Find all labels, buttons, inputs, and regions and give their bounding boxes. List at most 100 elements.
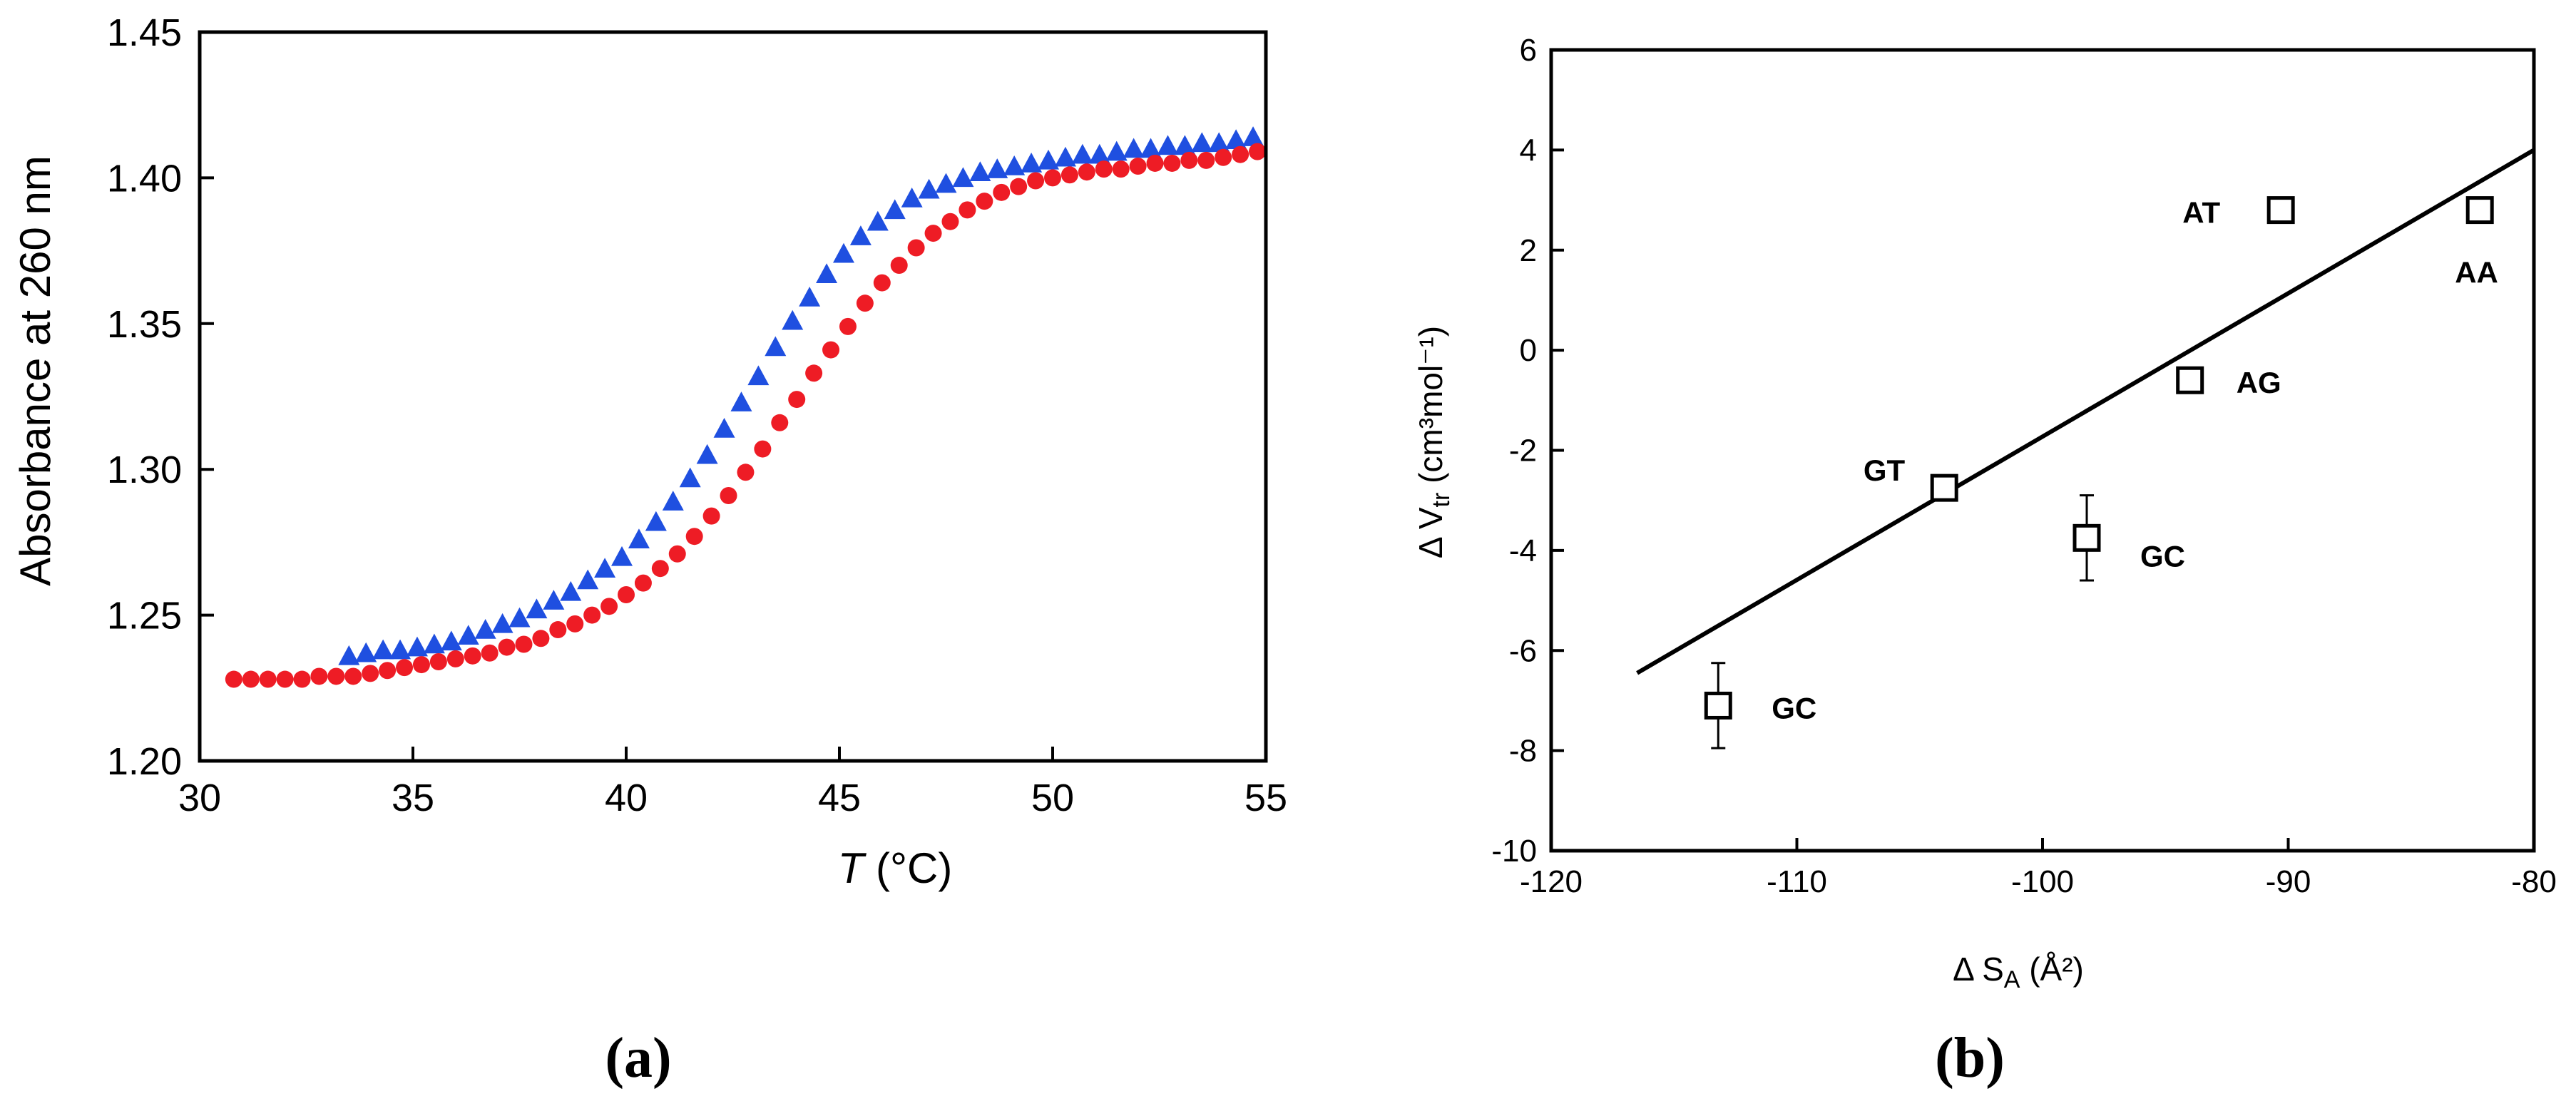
- square-point: [2266, 196, 2295, 225]
- triangle-point: [543, 590, 565, 610]
- point-label: AT: [2182, 196, 2220, 230]
- circle-point: [242, 670, 260, 688]
- circle-point: [600, 598, 618, 615]
- triangle-point: [1140, 138, 1162, 158]
- circle-point: [924, 225, 942, 242]
- y-tick-label-b: -8: [1509, 734, 1537, 769]
- y-axis-title-a: Absorbance at 260 nm: [11, 155, 59, 586]
- triangle-point: [1225, 129, 1247, 150]
- triangle-point: [577, 569, 599, 590]
- x-tick-label-a: 40: [605, 777, 648, 819]
- triangle-point: [765, 336, 787, 357]
- circle-point: [1197, 151, 1215, 169]
- y-tick-label-a: 1.40: [107, 157, 182, 200]
- triangle-point: [1003, 155, 1026, 175]
- triangle-point: [816, 263, 838, 284]
- triangle-point: [696, 444, 718, 464]
- triangle-point: [747, 365, 770, 386]
- triangle-point: [782, 309, 804, 330]
- circle-point: [839, 317, 857, 335]
- circle-point: [481, 644, 499, 662]
- triangle-point: [952, 167, 974, 188]
- circle-point: [293, 670, 311, 688]
- triangle-point: [1088, 143, 1110, 164]
- panel-label-a: (a): [605, 1027, 671, 1090]
- circle-point: [720, 486, 737, 504]
- square-point: [2072, 523, 2101, 552]
- circle-point: [1112, 160, 1130, 178]
- x-tick-label-b: -80: [2511, 864, 2557, 899]
- circle-point: [856, 295, 874, 312]
- circle-point: [429, 653, 447, 671]
- x-tick-label-b: -90: [2266, 864, 2311, 899]
- circle-point: [259, 670, 277, 688]
- triangle-point: [1157, 135, 1179, 155]
- triangle-point: [1174, 135, 1196, 155]
- triangle-point: [679, 467, 701, 488]
- y-tick-label-b: 4: [1520, 133, 1537, 168]
- triangle-point: [474, 619, 496, 639]
- triangle-point: [935, 173, 957, 193]
- x-tick-label-a: 55: [1244, 777, 1287, 819]
- circle-point: [276, 670, 294, 688]
- triangle-point: [849, 225, 872, 245]
- y-tick-label-b: -6: [1509, 633, 1537, 668]
- x-tick-label-a: 30: [178, 777, 221, 819]
- x-tick-label-b: -120: [1520, 864, 1583, 899]
- circle-point: [344, 667, 362, 685]
- triangle-point: [713, 417, 735, 438]
- circle-point: [805, 364, 823, 382]
- circle-point: [618, 585, 635, 603]
- square-point: [2176, 366, 2204, 394]
- circle-point: [1180, 151, 1198, 169]
- circle-point: [566, 615, 584, 633]
- circle-point: [362, 665, 379, 682]
- plot-frame-a: [198, 30, 1268, 763]
- circle-point: [890, 257, 908, 275]
- square-point: [1930, 473, 1958, 502]
- triangle-point: [986, 158, 1008, 178]
- triangle-point: [901, 188, 923, 208]
- y-tick-label-b: -10: [1491, 834, 1537, 869]
- triangle-point: [884, 199, 906, 220]
- square-point: [1704, 691, 1732, 720]
- x-tick-label-b: -100: [2011, 864, 2074, 899]
- circle-point: [446, 650, 464, 667]
- triangle-point: [1071, 143, 1093, 164]
- series-red-circles: [225, 143, 1267, 688]
- y-tick-label-b: 0: [1520, 333, 1537, 368]
- circle-point: [1146, 154, 1164, 172]
- triangle-point: [1021, 152, 1043, 173]
- data-points-b: GC GT GC AG AT AA: [1704, 196, 2498, 749]
- x-tick-label-a: 35: [392, 777, 434, 819]
- circle-point: [685, 528, 703, 546]
- point-label: AA: [2455, 256, 2498, 290]
- circle-point: [498, 638, 516, 656]
- x-tick-label-a: 50: [1031, 777, 1074, 819]
- circle-point: [1215, 148, 1232, 166]
- circle-point: [412, 656, 430, 674]
- circle-point: [634, 574, 652, 592]
- circle-point: [396, 659, 414, 677]
- x-axis-b: -120 -110 -100 -90 -80: [1520, 838, 2557, 899]
- triangle-point: [526, 598, 548, 619]
- circle-point: [873, 274, 891, 292]
- plot-frame-b: [1549, 48, 2536, 853]
- circle-point: [941, 213, 959, 230]
- triangle-point: [918, 178, 940, 199]
- y-tick-label-b: 2: [1520, 233, 1537, 268]
- triangle-point: [560, 580, 582, 601]
- y-tick-label-a: 1.30: [107, 449, 182, 491]
- triangle-point: [799, 287, 821, 307]
- point-label: GT: [1864, 454, 1906, 487]
- triangle-point: [832, 242, 854, 263]
- circle-point: [1044, 169, 1061, 187]
- circle-point: [464, 647, 481, 665]
- y-tick-label-a: 1.45: [107, 11, 182, 54]
- circle-point: [1027, 172, 1045, 190]
- triangle-point: [730, 391, 752, 411]
- circle-point: [225, 670, 242, 688]
- triangle-point: [594, 558, 616, 578]
